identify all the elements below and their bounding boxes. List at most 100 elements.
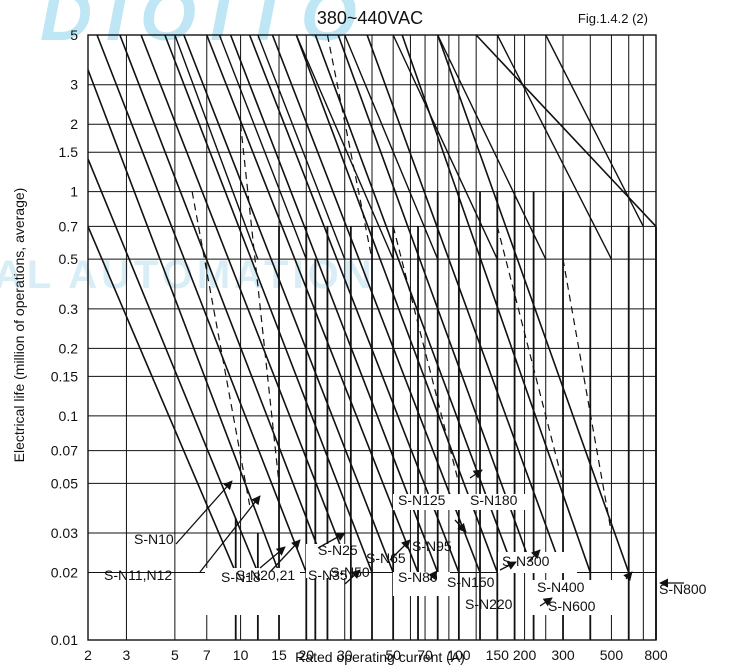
label-backdrop [393,494,530,510]
x-tick-label: 30 [337,647,353,663]
x-tick-label: 5 [171,647,179,663]
x-tick-label: 7 [203,647,211,663]
label-pointer-arrow [454,519,467,533]
life-line [119,34,329,573]
label-pointer-arrow [527,549,541,563]
y-tick-label: 0.01 [51,632,78,648]
label-pointer-arrow [259,546,286,569]
x-tick-label: 70 [417,647,433,663]
label-pointer-arrow [623,571,633,582]
y-tick-label: 3 [70,77,78,93]
x-tick-label: 2 [84,647,92,663]
life-line [437,34,547,260]
model-label-s-n180: S-N180 [470,492,518,508]
model-label-s-n80: S-N80 [398,569,438,585]
voltage-title: 380~440VAC [317,8,423,28]
model-label-s-n150: S-N150 [447,574,495,590]
x-tick-label: 200 [513,647,537,663]
life-line [295,34,394,260]
label-pointer-arrow [539,597,553,607]
x-tick-label: 100 [447,647,471,663]
watermark-top: DIOITO [40,0,371,56]
x-tick-label: 150 [486,647,510,663]
y-tick-label: 0.15 [51,368,78,384]
y-tick-label: 0.05 [51,475,78,491]
dashed-life-line [496,226,564,484]
dashed-life-line [191,191,251,506]
life-line [545,34,644,227]
x-tick-label: 15 [271,647,287,663]
model-label-s-n300: S-N300 [502,553,550,569]
y-tick-label: 1.5 [59,144,79,160]
model-label-s-n35: S-N35 [308,567,348,583]
model-label-s-n400: S-N400 [537,579,585,595]
model-label-s-n220: S-N220 [465,596,513,612]
y-tick-label: 0.2 [59,340,79,356]
label-pointer-arrow [317,532,346,549]
x-tick-label: 300 [551,647,575,663]
life-line [164,34,373,573]
life-line [174,34,259,260]
label-pointer-arrow [469,469,483,479]
model-label-s-n600: S-N600 [548,598,596,614]
label-pointer-arrow [269,539,301,573]
model-label-s-n125: S-N125 [398,492,446,508]
x-axis-label: Rated operating current (A) [295,649,465,665]
model-label-s-n11-n12: S-N11,N12 [104,567,172,583]
label-pointer-arrow [428,570,438,581]
y-tick-label: 0.1 [59,408,79,424]
life-line [140,34,352,573]
dashed-life-line [562,259,613,534]
model-label-s-n25: S-N25 [318,542,358,558]
x-tick-label: 3 [123,647,131,663]
model-label-s-n65: S-N65 [366,550,406,566]
life-line [87,158,259,573]
x-tick-label: 10 [233,647,249,663]
y-axis-label: Electrical life (million of operations, … [11,188,27,463]
life-line [87,226,237,573]
life-line [401,34,592,573]
life-line [271,34,481,573]
y-tick-labels: 0.01 0.02 0.03 0.05 0.07 0.1 0.15 0.2 0.3 0.5 0.7 1… [51,27,78,648]
dashed-life-line [326,34,373,260]
label-backdrop [205,568,300,615]
life-line [183,34,394,573]
y-tick-label: 0.5 [59,251,79,267]
x-tick-label: 800 [644,647,668,663]
label-pointer-arrow [499,561,517,571]
life-line [344,34,439,260]
label-pointers [175,469,684,607]
life-line [218,34,307,260]
label-backdrop [393,572,450,596]
life-line [96,34,308,573]
y-tick-label: 5 [70,27,78,43]
life-line [337,34,535,573]
model-label-s-n10: S-N10 [134,531,174,547]
model-label-s-n50: S-N50 [330,564,370,580]
x-tick-label: 50 [385,647,401,663]
life-line [295,34,499,573]
label-pointer-arrow [175,480,233,545]
y-tick-label: 1 [70,184,78,200]
watermark-middle: AL AUTOMATION [0,253,376,297]
label-pointer-arrow [389,539,411,561]
life-line [475,34,657,227]
label-backdrop [498,552,577,573]
model-label-s-n20-21: S-N20,21 [236,567,295,583]
life-line [257,34,346,260]
model-label-s-n18: S-N18 [221,569,261,585]
life-line [206,34,419,573]
label-pointer-arrow [199,495,261,573]
y-tick-label: 0.03 [51,525,78,541]
y-tick-label: 0.7 [59,218,79,234]
x-tick-labels: 2 3 5 7 10 15 20 30 50 70 100 150 200 300 500 800 [84,647,668,663]
dashed-life-line [239,124,280,484]
dashed-life-line [392,226,460,484]
y-tick-label: 2 [70,116,78,132]
life-line [314,34,516,573]
life-line [366,34,564,573]
model-label-s-n95: S-N95 [412,538,452,554]
y-tick-label: 0.07 [51,443,78,459]
